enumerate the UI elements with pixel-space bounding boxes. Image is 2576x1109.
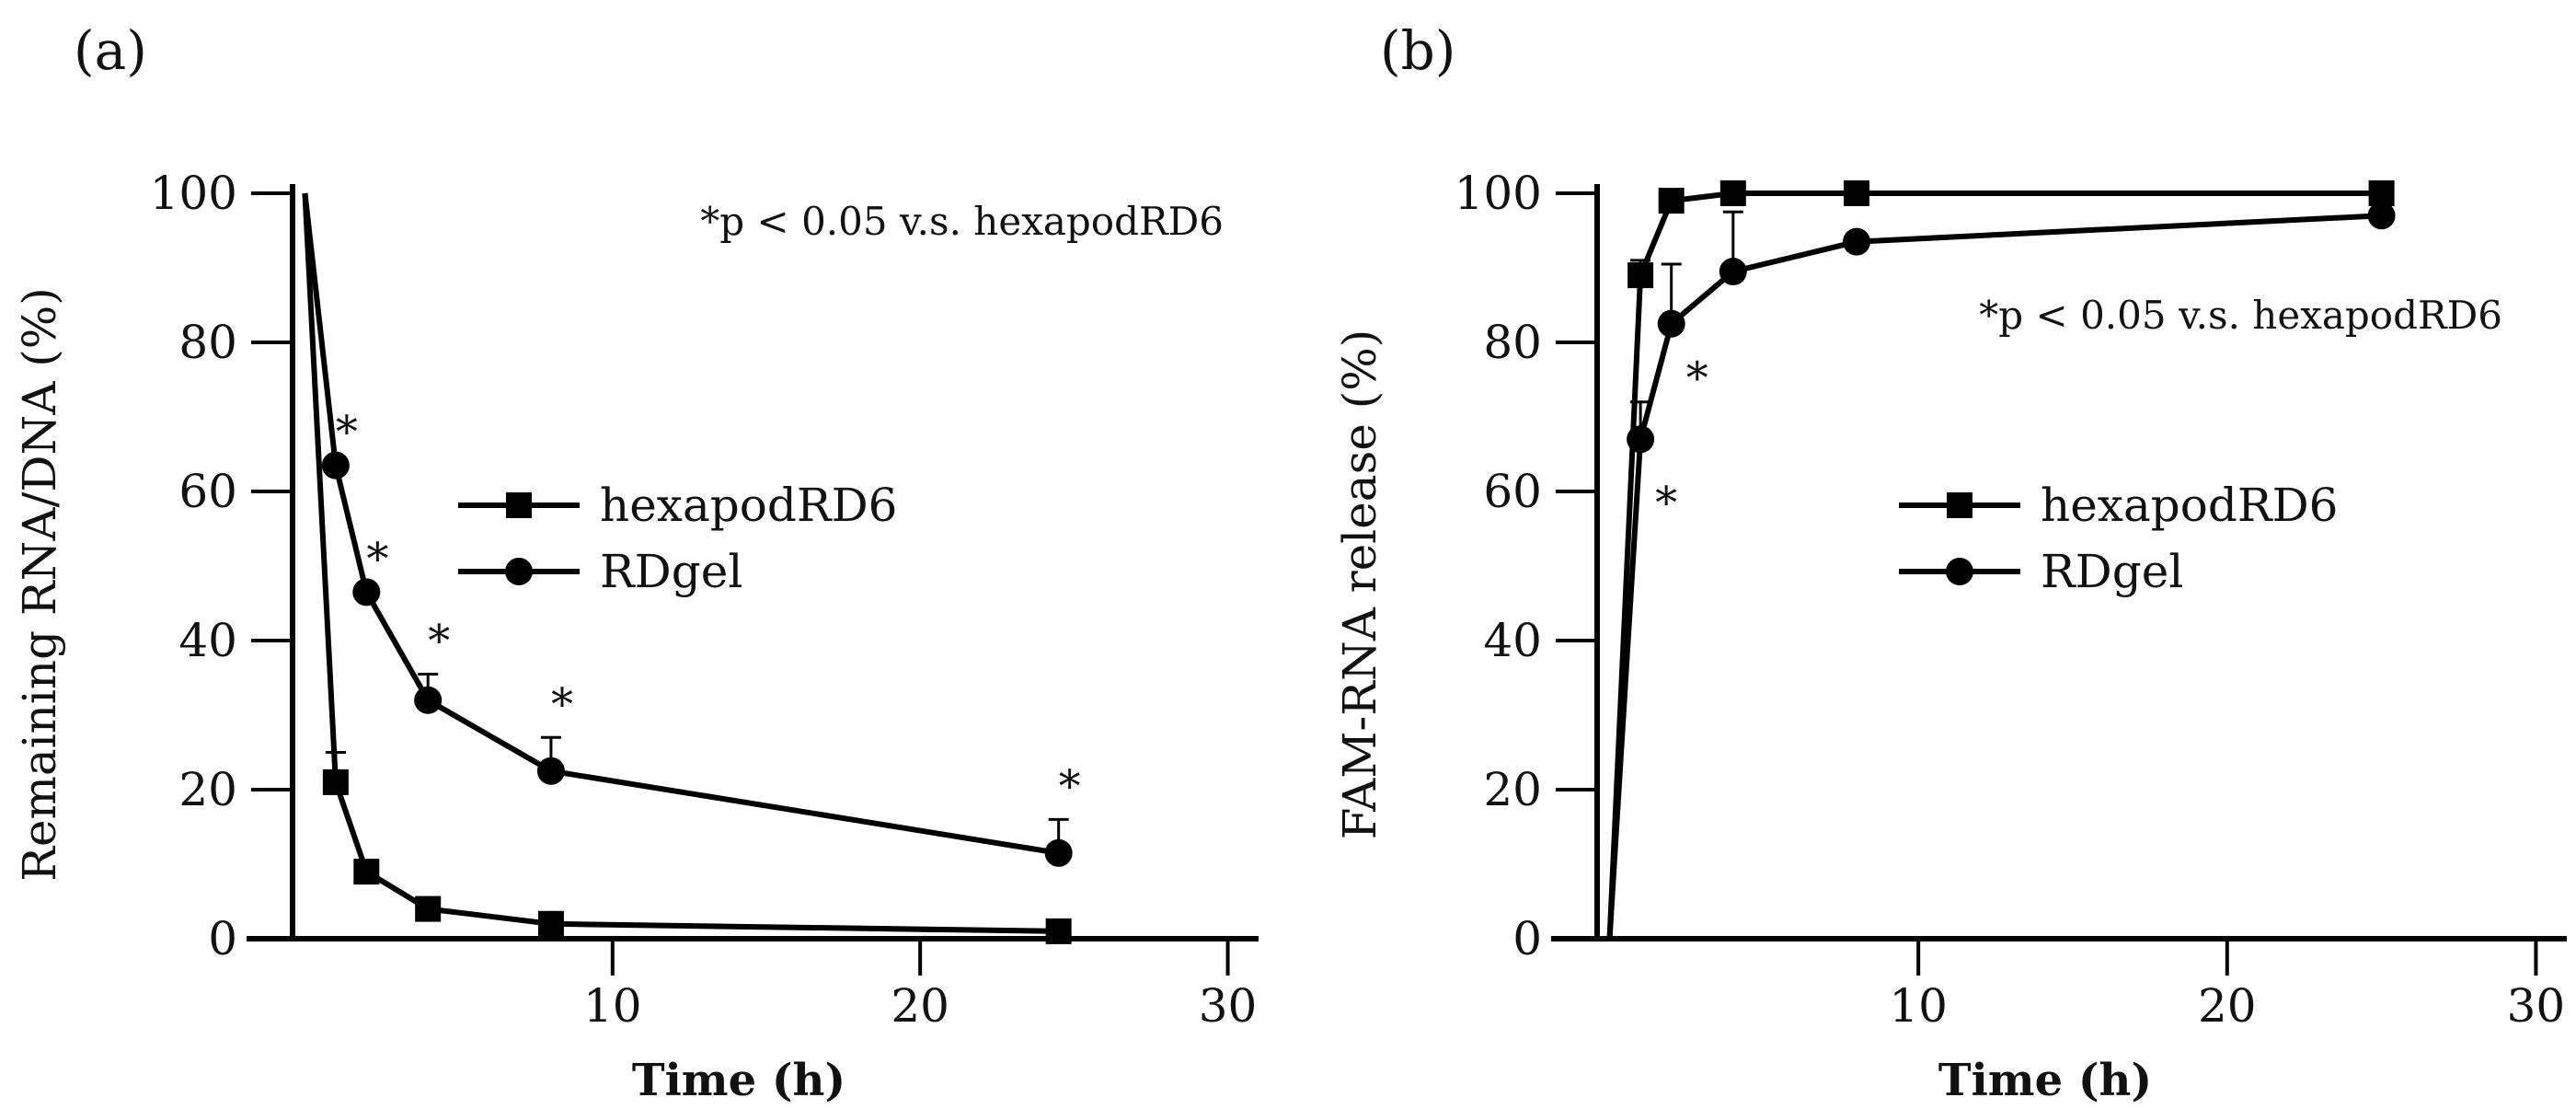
series-line-hexapodRD6: [1606, 191, 2382, 940]
data-point-hexapodRD6: [1627, 262, 1654, 289]
y-tick-label: 100: [1455, 167, 1542, 220]
significance-marker: *: [1686, 352, 1708, 404]
series-line-hexapodRD6: [302, 192, 1059, 934]
data-point-hexapodRD6: [1045, 918, 1072, 944]
x-tick-label: 20: [2198, 979, 2257, 1033]
significance-marker: *: [366, 533, 388, 584]
data-point-hexapodRD6: [322, 768, 349, 795]
legend-label: hexapodRD6: [2041, 479, 2338, 532]
data-point-hexapodRD6: [1658, 188, 1685, 214]
panel-label: (b): [1380, 19, 1455, 82]
y-axis-label: Remaining RNA/DNA (%): [13, 287, 66, 881]
data-point-hexapodRD6: [415, 895, 442, 922]
y-tick-label: 40: [178, 614, 237, 667]
x-tick-label: 30: [2507, 979, 2566, 1033]
legend-marker-RDgel: [505, 558, 533, 585]
legend-label: RDgel: [2041, 545, 2183, 598]
x-axis-label: Time (h): [1938, 1055, 2152, 1106]
legend-marker-hexapodRD6: [1947, 492, 1972, 518]
y-tick-label: 20: [178, 763, 237, 816]
x-axis-label: Time (h): [632, 1055, 845, 1106]
y-tick-label: 60: [1483, 465, 1542, 518]
significance-marker: *: [1059, 760, 1081, 812]
legend-label: hexapodRD6: [600, 479, 897, 532]
y-tick-label: 0: [1512, 912, 1542, 965]
significance-marker: *: [1655, 477, 1677, 528]
data-point-hexapodRD6: [1844, 180, 1870, 206]
data-point-hexapodRD6: [537, 910, 564, 937]
data-point-RDgel: [1719, 258, 1747, 286]
x-tick-label: 30: [1199, 979, 1258, 1033]
panel-a: (a) 0 20 40 60 80 100 10 20 30 Time (h) Remaining R…: [13, 19, 1259, 1106]
y-tick-label: 100: [150, 167, 237, 220]
y-tick-label: 0: [208, 912, 237, 965]
series-line-RDgel: [302, 192, 1060, 856]
data-point-RDgel: [321, 451, 350, 479]
y-tick-label: 20: [1483, 763, 1542, 816]
legend-marker-hexapodRD6: [506, 492, 532, 518]
y-tick-label: 40: [1483, 614, 1542, 667]
y-tick-label: 60: [178, 465, 237, 518]
x-tick-label: 20: [891, 979, 949, 1033]
legend-marker-RDgel: [1946, 558, 1973, 585]
y-axis-label: FAM-RNA release (%): [1333, 329, 1386, 840]
significance-marker: *: [428, 615, 450, 666]
data-point-hexapodRD6: [353, 859, 380, 885]
y-tick-label: 80: [1483, 316, 1542, 369]
data-point-RDgel: [2367, 202, 2396, 230]
significance-note: *p < 0.05 v.s. hexapodRD6: [1979, 293, 2502, 338]
data-point-RDgel: [1044, 838, 1073, 867]
y-tick-label: 80: [178, 316, 237, 369]
x-tick-label: 10: [583, 979, 642, 1033]
data-point-RDgel: [414, 686, 443, 714]
data-point-RDgel: [352, 578, 381, 606]
significance-marker: *: [551, 678, 573, 730]
significance-marker: *: [336, 407, 358, 458]
data-point-hexapodRD6: [1719, 180, 1746, 206]
data-point-RDgel: [536, 757, 565, 785]
panel-label: (a): [74, 19, 147, 82]
legend-label: RDgel: [600, 545, 742, 598]
data-point-RDgel: [1657, 309, 1685, 338]
panel-b: (b) 0 20 40 60 80 100 10 20 30 Time (h) FAM-RNA rel…: [1333, 19, 2567, 1106]
data-point-RDgel: [1843, 227, 1871, 256]
series-line-RDgel: [1606, 213, 2382, 940]
significance-note: *p < 0.05 v.s. hexapodRD6: [700, 199, 1224, 244]
x-tick-label: 10: [1889, 979, 1948, 1033]
data-point-RDgel: [1627, 425, 1655, 454]
